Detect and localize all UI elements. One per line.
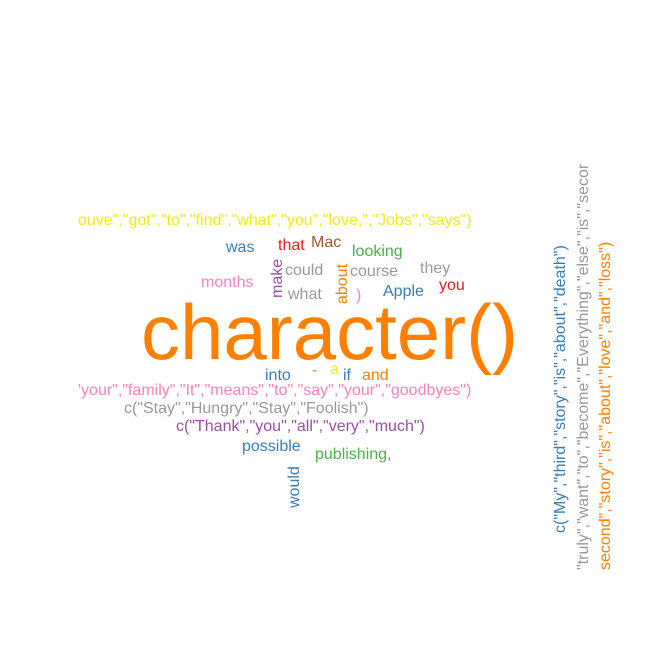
word-months: months: [201, 274, 254, 291]
word-if: if: [343, 367, 351, 384]
word-apple: Apple: [383, 283, 424, 300]
word-second-story: second","story","is","about","love","and…: [597, 241, 614, 570]
word-was: was: [226, 239, 255, 256]
word-third-story: c("My","third","story","is","about","dea…: [552, 245, 569, 533]
word-possible: possible: [242, 438, 301, 455]
word-publishing: publishing,: [315, 446, 392, 463]
word-jobs-line: ouve","got","to","find","what","you","lo…: [78, 212, 472, 229]
word-that: that: [278, 237, 305, 254]
word-mac: Mac: [311, 234, 342, 251]
word-looking: looking: [352, 243, 403, 260]
word-you: you: [439, 277, 465, 294]
word-about: about: [334, 263, 351, 304]
word-would: would: [286, 466, 303, 508]
word-make: make: [269, 258, 286, 298]
word-truly-line: "truly","want","to","become","Everything…: [575, 163, 592, 570]
word-thank-line: c("Thank","you","all","very","much"): [176, 418, 425, 435]
word-family-line: 'your","family","It","means","to","say",…: [78, 382, 472, 399]
word-could: could: [285, 262, 324, 279]
word-a: a: [330, 361, 339, 378]
word-course: course: [350, 263, 399, 280]
word-what: what: [288, 286, 322, 303]
word-paren: ): [356, 287, 362, 304]
word-dash: -: [312, 362, 318, 379]
word-they: they: [420, 260, 451, 277]
word-stay-line: c("Stay","Hungry","Stay","Foolish"): [124, 400, 369, 417]
word-character: character(): [141, 288, 519, 376]
word-into: into: [265, 367, 291, 384]
word-and: and: [362, 367, 389, 384]
